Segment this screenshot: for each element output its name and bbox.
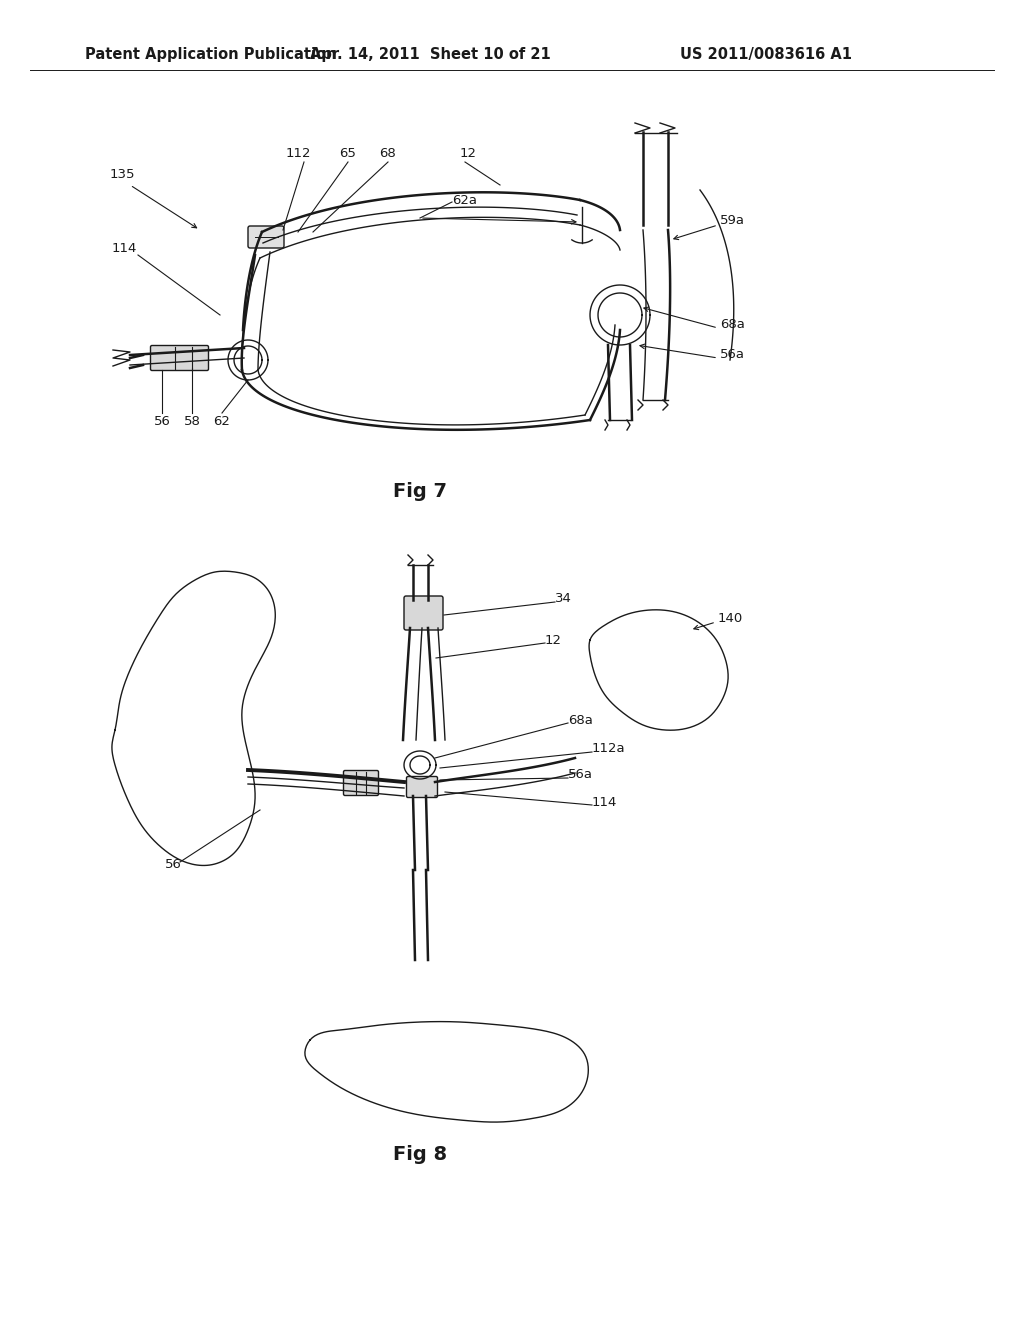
Text: Fig 7: Fig 7 bbox=[393, 482, 447, 502]
Text: 112a: 112a bbox=[592, 742, 626, 755]
Text: 68a: 68a bbox=[720, 318, 744, 331]
FancyBboxPatch shape bbox=[248, 226, 284, 248]
Text: 112: 112 bbox=[286, 147, 310, 160]
Text: 34: 34 bbox=[555, 591, 571, 605]
Text: 62: 62 bbox=[214, 414, 230, 428]
Text: 56a: 56a bbox=[568, 768, 593, 781]
FancyBboxPatch shape bbox=[407, 776, 437, 797]
Text: 68: 68 bbox=[380, 147, 396, 160]
Text: 114: 114 bbox=[592, 796, 617, 808]
Text: 140: 140 bbox=[718, 611, 743, 624]
Text: 56a: 56a bbox=[720, 348, 745, 362]
Text: 56: 56 bbox=[154, 414, 170, 428]
Text: US 2011/0083616 A1: US 2011/0083616 A1 bbox=[680, 48, 852, 62]
Text: 56: 56 bbox=[165, 858, 182, 871]
Text: 12: 12 bbox=[545, 634, 562, 647]
Text: 135: 135 bbox=[110, 169, 135, 181]
FancyBboxPatch shape bbox=[404, 597, 443, 630]
Text: 114: 114 bbox=[112, 242, 137, 255]
Text: 68a: 68a bbox=[568, 714, 593, 726]
Text: Patent Application Publication: Patent Application Publication bbox=[85, 48, 337, 62]
FancyBboxPatch shape bbox=[343, 771, 379, 796]
Text: 12: 12 bbox=[460, 147, 477, 160]
FancyBboxPatch shape bbox=[151, 346, 209, 371]
Text: Apr. 14, 2011  Sheet 10 of 21: Apr. 14, 2011 Sheet 10 of 21 bbox=[309, 48, 550, 62]
Text: 58: 58 bbox=[183, 414, 201, 428]
Text: 65: 65 bbox=[340, 147, 356, 160]
Text: 62a: 62a bbox=[452, 194, 477, 206]
Text: 59a: 59a bbox=[720, 214, 745, 227]
Text: Fig 8: Fig 8 bbox=[393, 1144, 447, 1164]
